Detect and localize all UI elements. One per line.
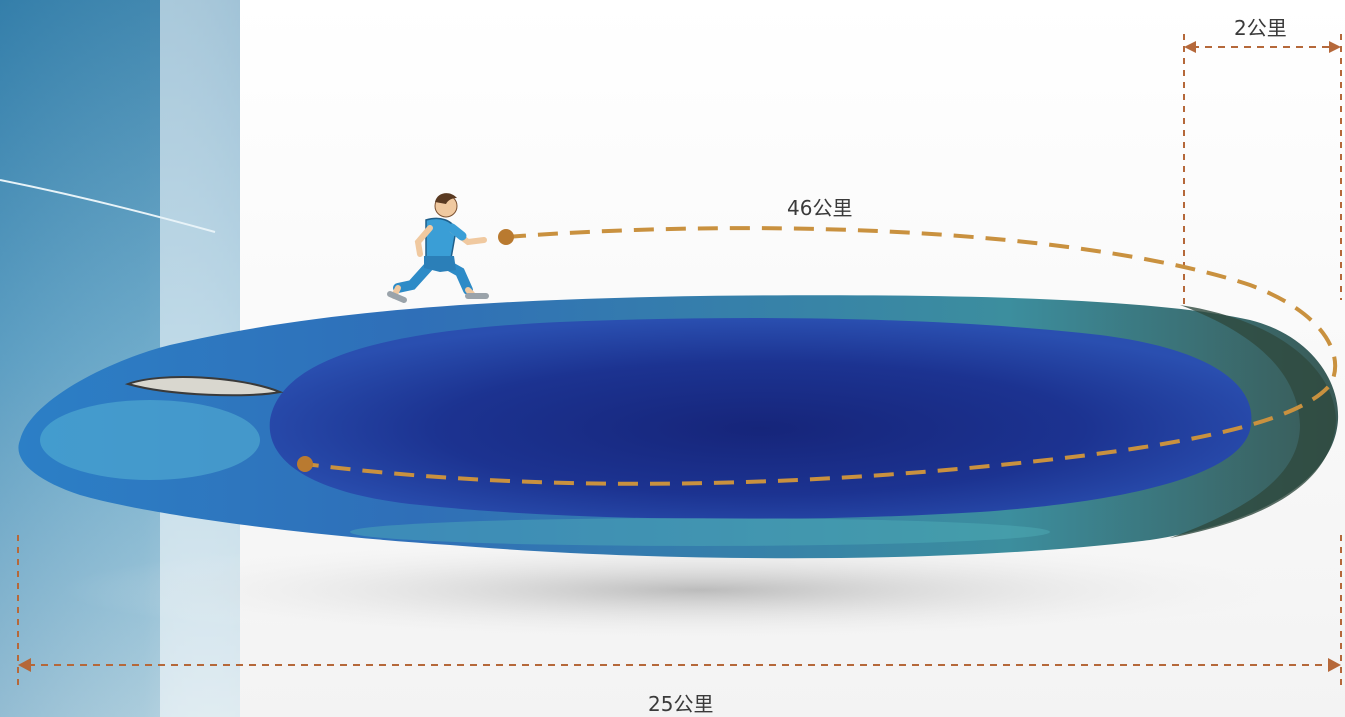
width-label: 2公里 <box>1234 16 1287 40</box>
shallow-patch <box>350 518 1050 546</box>
running-path <box>304 226 1338 486</box>
perimeter-label: 46公里 <box>787 196 853 220</box>
length-dimension <box>17 535 1342 690</box>
end-dot-icon <box>297 456 313 472</box>
width-dimension <box>1183 34 1342 305</box>
atoll-shadow <box>60 535 1340 645</box>
length-label: 25公里 <box>648 692 714 716</box>
island <box>124 376 284 397</box>
reef-edge <box>1170 305 1336 538</box>
runner-icon <box>387 193 489 303</box>
start-dot-icon <box>498 229 514 245</box>
shallow-patch <box>40 400 260 480</box>
lagoon <box>269 318 1252 520</box>
